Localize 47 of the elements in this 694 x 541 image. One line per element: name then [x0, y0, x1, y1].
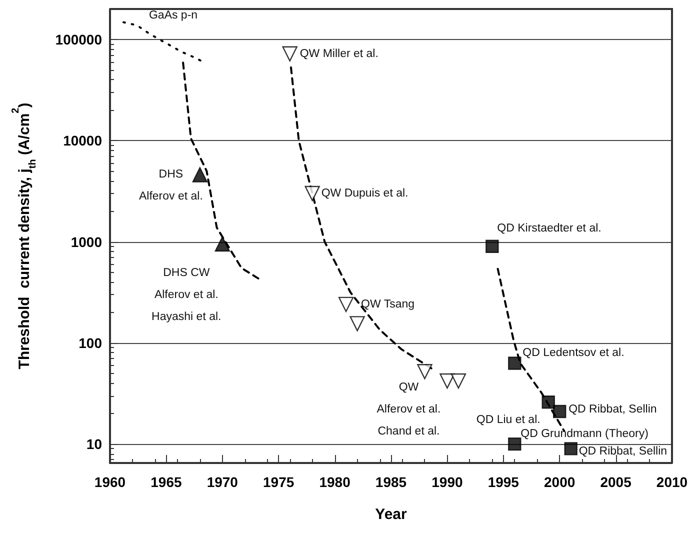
point — [417, 364, 432, 380]
annotation: QD Ribbat, Sellin — [568, 403, 657, 416]
x-tick-label: 1990 — [432, 474, 463, 490]
point — [508, 437, 522, 451]
point — [214, 236, 230, 252]
annotation: GaAs p-n — [148, 9, 198, 22]
point — [450, 373, 466, 389]
point — [338, 296, 354, 312]
annotation: DHS CW Alferov et al. Hayashi et al. — [152, 267, 222, 324]
annotation: QW Alferov et al. Chand et al. — [376, 382, 441, 438]
point — [486, 240, 499, 253]
x-tick-label: 1995 — [488, 474, 520, 490]
annotation: QD Grundmann (Theory) — [520, 428, 649, 440]
point — [304, 186, 320, 202]
point — [192, 167, 208, 182]
y-tick-label: 10 — [86, 436, 102, 452]
point — [542, 396, 555, 409]
y-tick-label: 100 — [78, 334, 102, 351]
y-tick-label: 1000 — [70, 234, 102, 250]
x-tick-label: 1970 — [206, 474, 238, 490]
annotation: QD Ledentsov et al. — [522, 347, 624, 360]
y-tick-label: 10000 — [63, 132, 102, 149]
x-tick-label: 1975 — [263, 474, 294, 490]
point — [440, 373, 455, 389]
y-axis-title: Threshold current density, jth (A/cm2) — [10, 102, 38, 370]
y-tick-label: 100000 — [55, 31, 102, 48]
x-tick-label: 1960 — [94, 474, 126, 490]
x-tick-label: 2010 — [656, 474, 688, 490]
point — [564, 442, 578, 456]
annotation: QD Ribbat, Sellin — [578, 446, 668, 458]
point — [508, 356, 522, 370]
line-series — [122, 21, 204, 63]
x-tick-label: 2000 — [544, 474, 576, 490]
annotation: QD Kirstaedter et al. — [497, 222, 602, 234]
point — [350, 316, 365, 332]
annotation: QD Liu et al. — [476, 414, 540, 426]
point — [553, 404, 566, 418]
point — [282, 46, 298, 62]
x-tick-label: 1965 — [150, 474, 182, 490]
annotation: DHS Alferov et al. — [138, 168, 203, 203]
annotation: QW Tsang — [361, 298, 415, 310]
x-tick-label: 1985 — [375, 474, 407, 490]
x-axis-title: Year — [375, 506, 408, 523]
annotation: QW Miller et al. — [300, 48, 378, 60]
x-tick-label: 1980 — [319, 474, 351, 490]
x-tick-label: 2005 — [600, 474, 632, 490]
annotation: QW Dupuis et al. — [321, 188, 408, 200]
